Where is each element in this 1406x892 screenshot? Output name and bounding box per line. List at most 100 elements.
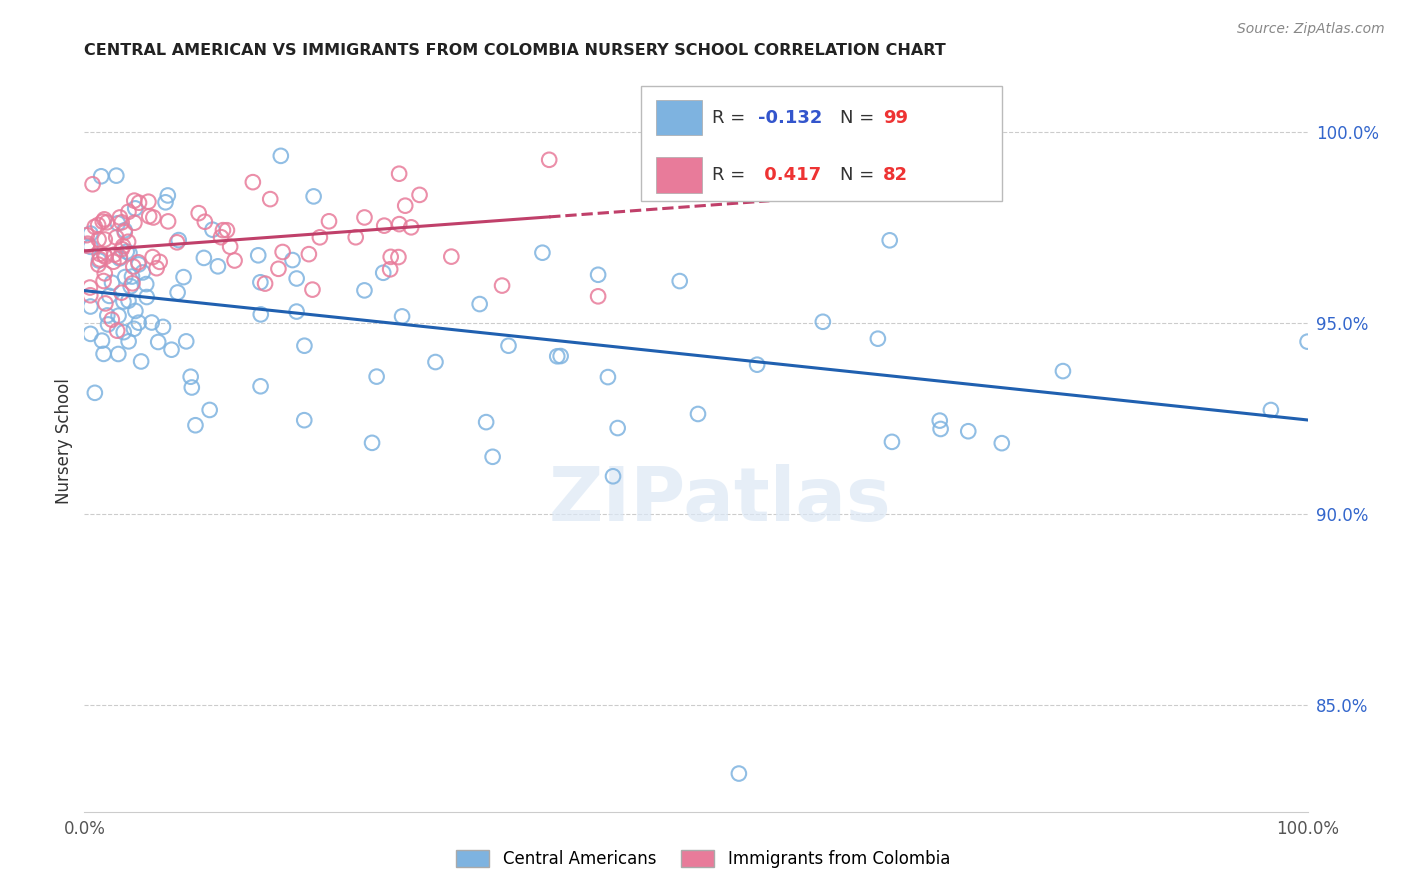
Point xyxy=(103,254,125,268)
Point xyxy=(869,125,891,139)
Point xyxy=(388,167,411,181)
Point xyxy=(380,250,402,264)
Point xyxy=(475,415,498,429)
Point xyxy=(198,403,221,417)
Point xyxy=(135,290,157,304)
Point xyxy=(79,227,101,241)
Point xyxy=(91,214,114,228)
Bar xyxy=(655,100,702,136)
Point xyxy=(209,230,232,244)
Point xyxy=(318,214,340,228)
Point xyxy=(531,245,554,260)
Point xyxy=(957,424,980,438)
Point xyxy=(292,413,315,427)
Point xyxy=(87,218,110,232)
Point xyxy=(91,334,114,348)
Point xyxy=(124,202,146,216)
Point xyxy=(538,153,561,167)
Point xyxy=(550,349,572,363)
Point xyxy=(90,169,112,184)
Text: N =: N = xyxy=(841,109,880,127)
Point xyxy=(180,369,202,384)
Point xyxy=(79,288,101,302)
Text: CENTRAL AMERICAN VS IMMIGRANTS FROM COLOMBIA NURSERY SCHOOL CORRELATION CHART: CENTRAL AMERICAN VS IMMIGRANTS FROM COLO… xyxy=(84,43,946,58)
Point xyxy=(122,194,145,208)
Point xyxy=(1052,364,1074,378)
Point xyxy=(138,209,160,223)
Point xyxy=(215,223,238,237)
Point xyxy=(110,285,132,300)
Point xyxy=(112,294,135,309)
Point xyxy=(586,289,609,303)
Point xyxy=(83,385,105,400)
Point xyxy=(87,258,110,272)
Text: Source: ZipAtlas.com: Source: ZipAtlas.com xyxy=(1237,22,1385,37)
Y-axis label: Nursery School: Nursery School xyxy=(55,378,73,505)
Point xyxy=(87,232,110,246)
Point xyxy=(586,268,609,282)
Point xyxy=(602,469,624,483)
Point xyxy=(128,195,150,210)
Point xyxy=(408,187,430,202)
Point xyxy=(127,255,149,269)
Point xyxy=(76,236,98,251)
Point xyxy=(93,274,115,288)
Point xyxy=(107,216,129,230)
Point xyxy=(141,316,163,330)
Point xyxy=(94,296,117,310)
Point xyxy=(353,284,375,298)
Point xyxy=(114,223,136,237)
FancyBboxPatch shape xyxy=(641,87,1002,201)
Point xyxy=(173,270,195,285)
Point xyxy=(96,215,118,229)
Point xyxy=(387,250,409,264)
Point xyxy=(270,149,292,163)
Point xyxy=(174,334,197,349)
Point xyxy=(468,297,491,311)
Point xyxy=(285,271,308,285)
Point xyxy=(254,277,277,291)
Point xyxy=(596,370,619,384)
Point xyxy=(115,244,138,259)
Point xyxy=(94,233,117,247)
Point xyxy=(83,219,105,234)
Point xyxy=(108,252,131,266)
Point xyxy=(145,261,167,276)
Point xyxy=(391,310,413,324)
Point xyxy=(685,132,707,146)
Point xyxy=(247,248,270,262)
Point xyxy=(111,242,134,256)
Point xyxy=(388,217,411,231)
Point xyxy=(285,304,308,318)
Point xyxy=(101,312,124,326)
Point xyxy=(693,125,716,139)
Point xyxy=(118,246,141,260)
Text: ZIPatlas: ZIPatlas xyxy=(550,464,891,537)
Point xyxy=(242,175,264,189)
Point xyxy=(89,252,111,267)
Point xyxy=(117,293,139,308)
Text: -0.132: -0.132 xyxy=(758,109,823,127)
Point xyxy=(224,253,246,268)
Text: R =: R = xyxy=(711,166,751,184)
Text: R =: R = xyxy=(711,109,751,127)
Point xyxy=(166,285,188,300)
Point xyxy=(114,225,136,239)
Point xyxy=(180,380,202,394)
Point xyxy=(135,277,157,291)
Point xyxy=(294,339,316,353)
Point xyxy=(193,251,215,265)
Point xyxy=(97,318,120,332)
Point xyxy=(121,269,143,284)
Point xyxy=(112,325,135,339)
Point xyxy=(259,192,281,206)
Point xyxy=(124,304,146,318)
Text: N =: N = xyxy=(841,166,880,184)
Point xyxy=(353,211,375,225)
Point xyxy=(212,223,235,237)
Text: 0.417: 0.417 xyxy=(758,166,821,184)
Point xyxy=(440,250,463,264)
Point xyxy=(1260,403,1282,417)
Point xyxy=(94,266,117,280)
Point xyxy=(108,250,131,264)
